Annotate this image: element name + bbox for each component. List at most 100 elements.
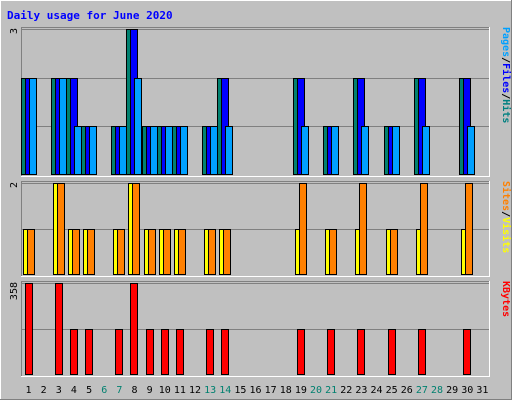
x-tick-label-day-28: 28 <box>431 385 443 396</box>
bar-sites-day-30 <box>465 183 473 275</box>
y-max-label: 358 <box>9 282 20 300</box>
bar-pages-day-10 <box>165 126 173 175</box>
x-tick-label-day-16: 16 <box>249 385 261 396</box>
bar-pages-day-5 <box>89 126 97 175</box>
legend-entry: / <box>500 57 511 63</box>
panel-visits_sites: 2 Sites/Visits <box>9 181 512 277</box>
legend-visits_sites: Sites/Visits <box>500 181 512 253</box>
bar-kbytes-day-21 <box>327 329 335 375</box>
bar-sites-day-4 <box>72 229 80 275</box>
x-tick-label-day-17: 17 <box>265 385 277 396</box>
panel-background <box>21 27 490 177</box>
x-tick-label-day-11: 11 <box>174 385 186 396</box>
bar-pages-day-7 <box>119 126 127 175</box>
x-tick-label-day-26: 26 <box>401 385 413 396</box>
bar-kbytes-day-14 <box>221 329 229 375</box>
legend-entry: Pages <box>500 27 511 57</box>
bar-sites-day-21 <box>329 229 337 275</box>
x-tick-label-day-9: 9 <box>147 385 153 396</box>
y-max-label: 3 <box>9 28 20 34</box>
bar-kbytes-day-10 <box>161 329 169 375</box>
bar-kbytes-day-30 <box>463 329 471 375</box>
x-tick-label-day-18: 18 <box>280 385 292 396</box>
bar-pages-day-1 <box>29 78 37 175</box>
legend-entry: / <box>500 93 511 99</box>
x-tick-label-day-13: 13 <box>204 385 216 396</box>
bar-kbytes-day-8 <box>130 283 138 375</box>
x-tick-label-day-27: 27 <box>416 385 428 396</box>
x-tick-label-day-30: 30 <box>461 385 473 396</box>
legend-entry: / <box>500 211 511 217</box>
bar-kbytes-day-5 <box>85 329 93 375</box>
bar-sites-day-5 <box>87 229 95 275</box>
x-tick-label-day-3: 3 <box>56 385 62 396</box>
legend-entry: KBytes <box>500 281 511 317</box>
bar-sites-day-23 <box>359 183 367 275</box>
bar-sites-day-25 <box>390 229 398 275</box>
bar-kbytes-day-25 <box>388 329 396 375</box>
x-tick-label-day-8: 8 <box>131 385 137 396</box>
bar-kbytes-day-27 <box>418 329 426 375</box>
bar-pages-day-19 <box>301 126 309 175</box>
bar-sites-day-3 <box>57 183 65 275</box>
legend-entry: Files <box>500 63 512 93</box>
bar-pages-day-11 <box>180 126 188 175</box>
panel-kbytes: 358 KBytes <box>9 281 511 377</box>
bar-sites-day-13 <box>208 229 216 275</box>
x-tick-label-day-1: 1 <box>26 385 32 396</box>
bar-sites-day-27 <box>420 183 428 275</box>
chart-title: Daily usage for June 2020 <box>7 9 173 22</box>
bar-kbytes-day-7 <box>115 329 123 375</box>
bar-pages-day-25 <box>392 126 400 175</box>
x-tick-label-day-22: 22 <box>340 385 352 396</box>
x-tick-label-day-7: 7 <box>116 385 122 396</box>
x-tick-label-day-19: 19 <box>295 385 307 396</box>
x-tick-label-day-25: 25 <box>386 385 398 396</box>
bar-sites-day-14 <box>223 229 231 275</box>
panel-hits_files_pages: 3 Pages/Files/Hits <box>9 27 512 177</box>
bar-kbytes-day-3 <box>55 283 63 375</box>
bar-pages-day-13 <box>210 126 218 175</box>
x-tick-label-day-2: 2 <box>41 385 47 396</box>
bar-sites-day-8 <box>132 183 140 275</box>
bar-kbytes-day-4 <box>70 329 78 375</box>
bar-sites-day-11 <box>178 229 186 275</box>
legend-hits_files_pages: Pages/Files/Hits <box>500 27 512 123</box>
bar-kbytes-day-9 <box>146 329 154 375</box>
legend-kbytes: KBytes <box>500 281 511 317</box>
x-tick-label-day-20: 20 <box>310 385 322 396</box>
x-axis-labels: 1 2 3 4 5 6 7 8 9 10 11 12 13 14 15 16 17 18 19 20 21 22 23 24 2… <box>26 385 489 396</box>
bar-pages-day-21 <box>331 126 339 175</box>
bar-kbytes-day-1 <box>25 283 33 375</box>
x-tick-label-day-10: 10 <box>159 385 171 396</box>
bar-kbytes-day-23 <box>357 329 365 375</box>
bar-pages-day-23 <box>361 126 369 175</box>
x-tick-label-day-21: 21 <box>325 385 337 396</box>
bar-sites-day-1 <box>27 229 35 275</box>
bar-pages-day-3 <box>59 78 67 175</box>
x-tick-label-day-24: 24 <box>371 385 383 396</box>
legend-entry: Visits <box>500 217 512 253</box>
x-tick-label-day-31: 31 <box>476 385 488 396</box>
bar-pages-day-27 <box>422 126 430 175</box>
x-tick-label-day-14: 14 <box>219 385 231 396</box>
legend-entry: Hits <box>500 99 512 123</box>
bar-pages-day-9 <box>150 126 158 175</box>
bar-pages-day-14 <box>225 126 233 175</box>
bar-pages-day-4 <box>74 126 82 175</box>
bar-sites-day-7 <box>117 229 125 275</box>
bar-kbytes-day-11 <box>176 329 184 375</box>
legend-entry: Sites <box>500 181 512 211</box>
x-tick-label-day-4: 4 <box>71 385 77 396</box>
x-tick-label-day-12: 12 <box>189 385 201 396</box>
x-tick-label-day-5: 5 <box>86 385 92 396</box>
bar-kbytes-day-13 <box>206 329 214 375</box>
bar-pages-day-8 <box>134 78 142 175</box>
x-tick-label-day-6: 6 <box>101 385 107 396</box>
x-tick-label-day-15: 15 <box>234 385 246 396</box>
y-max-label: 2 <box>9 182 20 188</box>
bar-sites-day-9 <box>148 229 156 275</box>
